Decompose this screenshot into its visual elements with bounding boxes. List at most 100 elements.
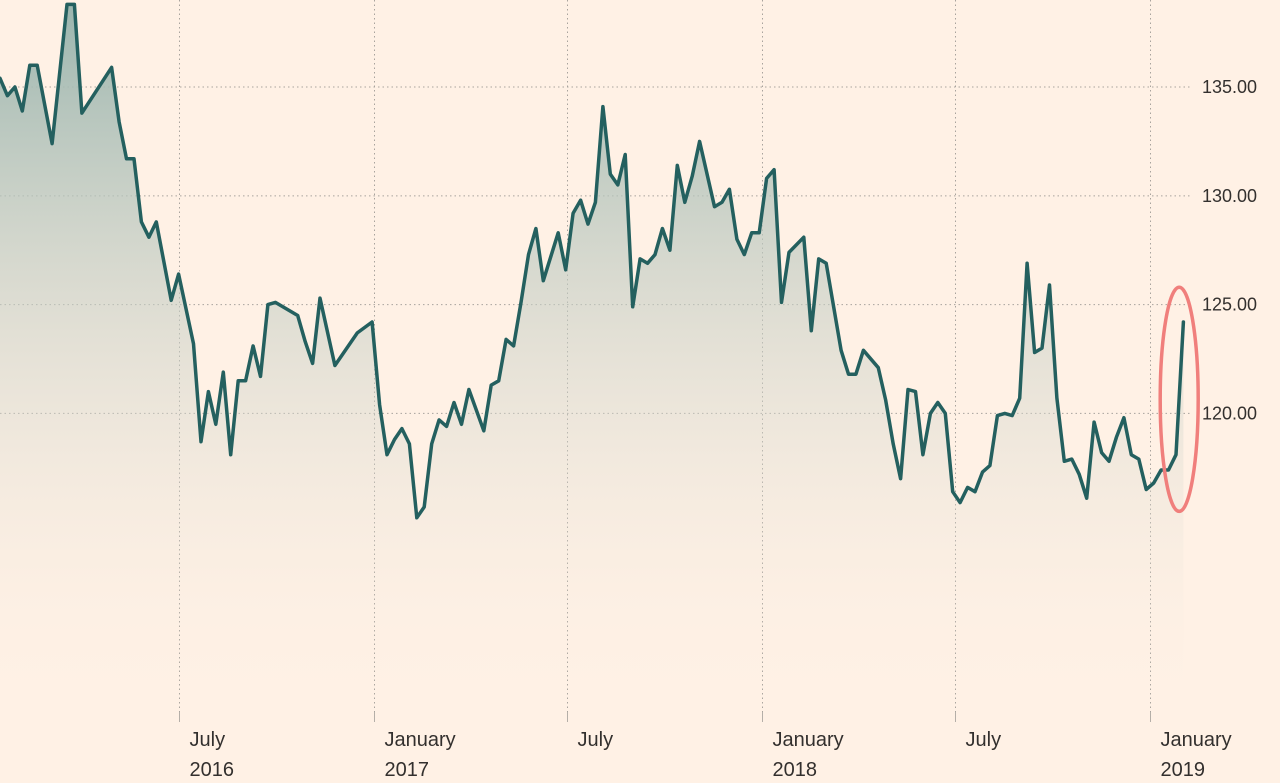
data-point (713, 205, 716, 208)
series-area (0, 4, 1184, 718)
data-point (36, 64, 39, 67)
data-point (802, 236, 805, 239)
data-point (356, 331, 359, 334)
data-point (892, 442, 895, 445)
data-point (311, 362, 314, 365)
data-point (147, 236, 150, 239)
data-point (951, 490, 954, 493)
data-point (929, 412, 932, 415)
data-point (66, 3, 69, 6)
data-point (914, 390, 917, 393)
data-point (981, 471, 984, 474)
data-point (1145, 488, 1148, 491)
data-point (1078, 473, 1081, 476)
x-tick-label: July (578, 729, 614, 751)
data-point (467, 388, 470, 391)
data-point (252, 344, 255, 347)
data-point (140, 220, 143, 223)
data-point (371, 321, 374, 324)
data-point (944, 412, 947, 415)
x-tick-year: 2018 (773, 759, 818, 781)
data-point (1175, 453, 1178, 456)
data-point (259, 375, 262, 378)
data-point (743, 253, 746, 256)
data-point (133, 157, 136, 160)
data-point (445, 425, 448, 428)
data-point (542, 279, 545, 282)
data-point (1070, 458, 1073, 461)
data-point (817, 257, 820, 260)
x-tick-year: 2019 (1161, 759, 1206, 781)
data-point (959, 501, 962, 504)
data-point (624, 153, 627, 156)
data-point (907, 388, 910, 391)
data-point (579, 199, 582, 202)
x-tick-year: 2017 (385, 759, 430, 781)
data-point (691, 175, 694, 178)
data-point (847, 373, 850, 376)
data-point (534, 227, 537, 230)
data-point (237, 379, 240, 382)
data-point (1041, 347, 1044, 350)
data-point (460, 423, 463, 426)
data-point (631, 305, 634, 308)
data-point (721, 201, 724, 204)
data-point (110, 66, 113, 69)
data-point (1003, 412, 1006, 415)
data-point (639, 257, 642, 260)
data-point (1130, 453, 1133, 456)
data-point (654, 253, 657, 256)
y-tick-label: 130.00 (1202, 186, 1257, 206)
data-point (497, 379, 500, 382)
data-point (661, 227, 664, 230)
data-point (735, 238, 738, 241)
data-point (1085, 497, 1088, 500)
data-point (765, 177, 768, 180)
data-point (1093, 421, 1096, 424)
data-point (683, 201, 686, 204)
data-point (996, 414, 999, 417)
data-point (825, 262, 828, 265)
data-point (1033, 351, 1036, 354)
highlight-ellipse (1158, 285, 1200, 514)
data-point (1167, 469, 1170, 472)
data-point (51, 142, 54, 145)
data-point (192, 342, 195, 345)
data-point (6, 94, 9, 97)
x-axis: July 2016 January 2017 July January 2018 July Ja… (179, 712, 1232, 781)
data-point (408, 442, 411, 445)
data-point (1152, 482, 1155, 485)
data-point (609, 173, 612, 176)
data-point (482, 429, 485, 432)
data-point (854, 373, 857, 376)
data-point (601, 105, 604, 108)
data-point (750, 231, 753, 234)
data-point (1100, 451, 1103, 454)
x-tick-label: January (1161, 729, 1232, 751)
data-point (393, 438, 396, 441)
data-point (788, 251, 791, 254)
y-tick-label: 125.00 (1202, 295, 1257, 315)
data-point (899, 477, 902, 480)
data-point (698, 140, 701, 143)
data-point (505, 338, 508, 341)
data-point (1026, 262, 1029, 265)
data-point (229, 453, 232, 456)
data-point (1048, 284, 1051, 287)
x-tick-label: January (385, 729, 456, 751)
data-point (1182, 321, 1185, 324)
data-point (1011, 414, 1014, 417)
data-point (1137, 458, 1140, 461)
data-point (274, 301, 277, 304)
data-point (13, 86, 16, 89)
data-point (125, 157, 128, 160)
data-point (170, 299, 173, 302)
data-point (400, 427, 403, 430)
data-point (430, 442, 433, 445)
data-point (557, 231, 560, 234)
data-point (1063, 460, 1066, 463)
data-point (862, 349, 865, 352)
data-point (810, 329, 813, 332)
data-point (572, 212, 575, 215)
